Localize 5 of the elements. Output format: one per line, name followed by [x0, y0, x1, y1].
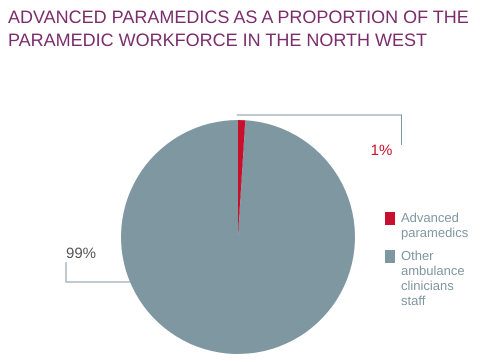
legend-label: Other ambulance clinicians staff [401, 248, 466, 308]
chart-title: ADVANCED PARAMEDICS AS A PROPORTION OF THE PARAMEDIC WORKFORCE IN THE NORTH WEST [8, 6, 470, 52]
legend-label: Advanced paramedics [401, 210, 470, 240]
data-label: 99% [66, 245, 96, 262]
data-label: 1% [370, 142, 392, 160]
